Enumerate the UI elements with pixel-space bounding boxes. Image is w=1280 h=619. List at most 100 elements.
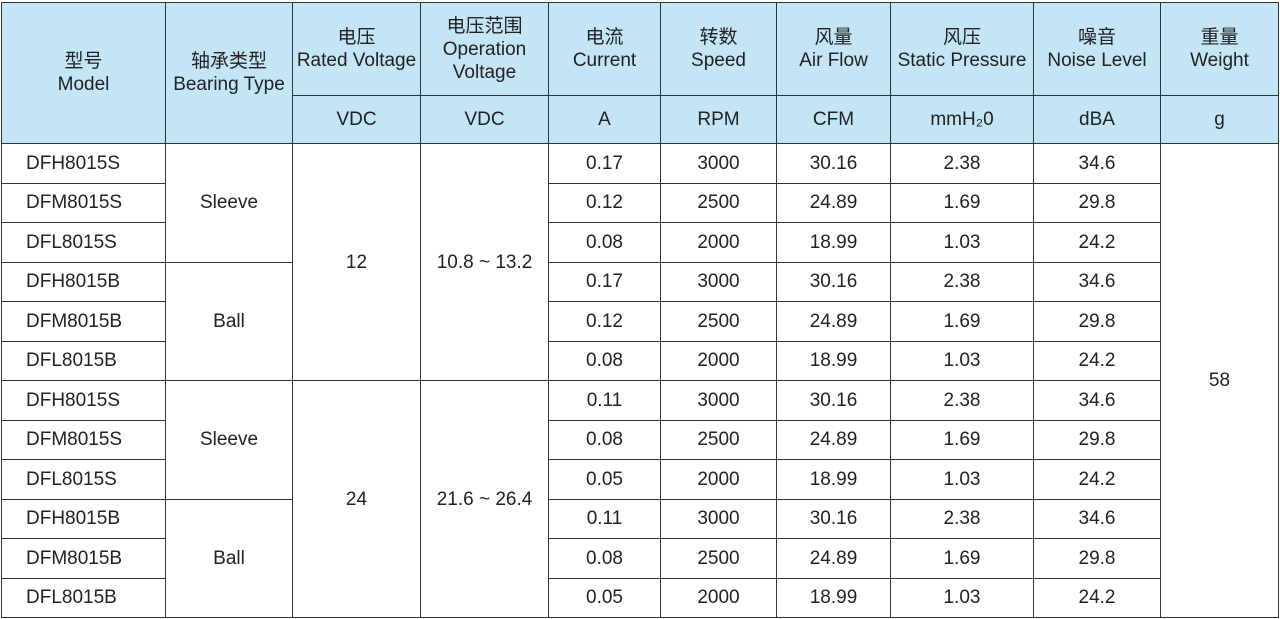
header-zh: 电流 [585, 27, 624, 48]
header-en: Noise Level [1047, 50, 1147, 71]
header-zh: 风量 [814, 27, 853, 48]
value-cell: 24.89 [776, 301, 891, 342]
value-cell: 24.2 [1033, 340, 1161, 381]
model-cell: DFH8015S [1, 143, 166, 184]
value-cell: 2500 [660, 419, 777, 460]
model-cell: DFM8015B [1, 538, 166, 579]
model-cell: DFL8015B [1, 340, 166, 381]
value-cell: 2000 [660, 222, 777, 263]
table-row: DFL8015S 0.08 2000 18.99 1.03 24.2 [1, 222, 1279, 263]
table-body: DFH8015S Sleeve 12 10.8 ~ 13.2 0.17 3000 30.16… [1, 143, 1279, 618]
model-cell: DFM8015S [1, 182, 166, 223]
value-cell: 30.16 [776, 380, 891, 421]
value-cell: 2.38 [890, 380, 1034, 421]
value-cell: 2.38 [890, 498, 1034, 539]
header-en: Static Pressure [897, 50, 1027, 71]
value-cell: 0.05 [548, 577, 661, 618]
unit-header: CFM [776, 95, 891, 144]
header-en: Rated Voltage [296, 50, 417, 71]
rated-voltage-cell: 12 [292, 143, 421, 381]
value-cell: 2000 [660, 577, 777, 618]
header-en: Current [572, 50, 637, 71]
unit-header: mmH₂0 [890, 95, 1034, 144]
value-cell: 2500 [660, 301, 777, 342]
value-cell: 0.12 [548, 182, 661, 223]
value-cell: 0.17 [548, 261, 661, 302]
value-cell: 1.03 [890, 340, 1034, 381]
value-cell: 30.16 [776, 498, 891, 539]
model-cell: DFL8015S [1, 459, 166, 500]
value-cell: 0.08 [548, 340, 661, 381]
value-cell: 3000 [660, 143, 777, 184]
value-cell: 30.16 [776, 261, 891, 302]
header-en: Bearing Type [173, 74, 285, 95]
table-row: DFM8015S 0.08 2500 24.89 1.69 29.8 [1, 419, 1279, 460]
unit-header: RPM [660, 95, 777, 144]
table-row: DFM8015S 0.12 2500 24.89 1.69 29.8 [1, 182, 1279, 223]
value-cell: 24.2 [1033, 459, 1161, 500]
table-row: DFM8015B 0.12 2500 24.89 1.69 29.8 [1, 301, 1279, 342]
value-cell: 29.8 [1033, 301, 1161, 342]
value-cell: 18.99 [776, 459, 891, 500]
header-zh: 电压 [337, 27, 376, 48]
header-zh: 噪音 [1077, 27, 1116, 48]
column-header: 转数 Speed [660, 2, 777, 96]
header-en: Speed [691, 50, 746, 71]
table-row: DFL8015B 0.05 2000 18.99 1.03 24.2 [1, 577, 1279, 618]
column-header: 电压 Rated Voltage [292, 2, 421, 96]
value-cell: 2.38 [890, 143, 1034, 184]
value-cell: 0.17 [548, 143, 661, 184]
unit-header: g [1160, 95, 1279, 144]
header-en: Operation Voltage [442, 38, 527, 83]
value-cell: 24.89 [776, 182, 891, 223]
value-cell: 2500 [660, 538, 777, 579]
value-cell: 1.69 [890, 301, 1034, 342]
table-row: DFH8015S Sleeve 24 21.6 ~ 26.4 0.11 3000 30.16… [1, 380, 1279, 618]
value-cell: 34.6 [1033, 143, 1161, 184]
voltage-range-cell: 21.6 ~ 26.4 [420, 380, 549, 618]
model-cell: DFM8015B [1, 301, 166, 342]
value-cell: 30.16 [776, 143, 891, 184]
weight-cell: 58 [1160, 143, 1279, 618]
model-cell: DFH8015B [1, 498, 166, 539]
unit-header: VDC [420, 95, 549, 144]
header-en: Weight [1190, 50, 1249, 71]
value-cell: 24.2 [1033, 222, 1161, 263]
model-cell: DFM8015S [1, 419, 166, 460]
table-header: 型号 Model 轴承类型 Bearing Type 电压 Rated Voltage 电压… [1, 2, 1279, 144]
header-zh: 电压范围 [446, 15, 523, 37]
model-cell: DFL8015S [1, 222, 166, 263]
voltage-range-cell: 10.8 ~ 13.2 [420, 143, 549, 381]
bearing-cell: Ball [165, 498, 293, 618]
value-cell: 0.11 [548, 498, 661, 539]
table-row: DFH8015B Ball 0.17 3000 30.16 2.38 34.6 [1, 261, 1279, 381]
value-cell: 18.99 [776, 577, 891, 618]
model-cell: DFL8015B [1, 577, 166, 618]
table-row: DFH8015B Ball 0.11 3000 30.16 2.38 34.6 [1, 498, 1279, 618]
value-cell: 34.6 [1033, 380, 1161, 421]
header-en: Model [57, 74, 110, 95]
bearing-cell: Sleeve [165, 380, 293, 500]
value-cell: 3000 [660, 498, 777, 539]
value-cell: 1.03 [890, 577, 1034, 618]
table-row: DFL8015B 0.08 2000 18.99 1.03 24.2 [1, 340, 1279, 381]
value-cell: 18.99 [776, 222, 891, 263]
unit-header: A [548, 95, 661, 144]
value-cell: 0.05 [548, 459, 661, 500]
header-zh: 型号 [64, 51, 103, 72]
column-header: 型号 Model [1, 2, 166, 144]
bearing-cell: Ball [165, 261, 293, 381]
value-cell: 2000 [660, 340, 777, 381]
value-cell: 34.6 [1033, 261, 1161, 302]
value-cell: 0.08 [548, 222, 661, 263]
model-cell: DFH8015B [1, 261, 166, 302]
unit-header: dBA [1033, 95, 1161, 144]
value-cell: 2500 [660, 182, 777, 223]
value-cell: 3000 [660, 261, 777, 302]
bearing-cell: Sleeve [165, 143, 293, 263]
table-row: DFH8015S Sleeve 12 10.8 ~ 13.2 0.17 3000 30.16… [1, 143, 1279, 618]
column-header: 电流 Current [548, 2, 661, 96]
value-cell: 0.08 [548, 538, 661, 579]
